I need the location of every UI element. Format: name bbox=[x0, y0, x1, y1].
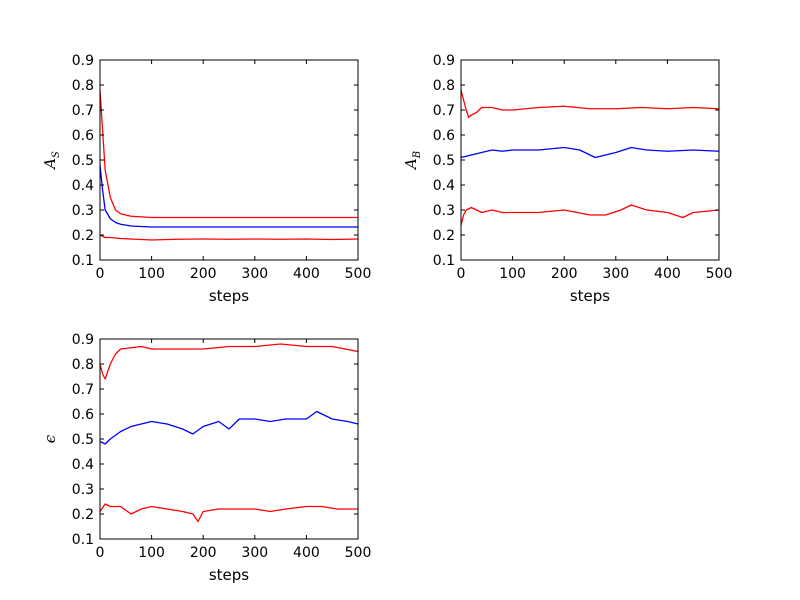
x-tick-label: 100 bbox=[499, 266, 526, 282]
x-tick-label: 300 bbox=[602, 266, 629, 282]
series-line-2 bbox=[460, 204, 720, 226]
x-tick-label: 300 bbox=[241, 545, 268, 561]
y-axis-label-main: A bbox=[402, 158, 420, 171]
axes-frame bbox=[460, 59, 720, 261]
axes-frame bbox=[99, 59, 359, 261]
y-tick-label: 0.1 bbox=[72, 532, 94, 548]
chart-panel-bottom-left: 0 100 200 300 400 500 0.1 0.2 0.3 0.4 0.5 0.6 0.7 0.8… bbox=[41, 332, 371, 584]
y-tick-label: 0.5 bbox=[433, 153, 455, 169]
chart-panel-top-right: 0 100 200 300 400 500 0.1 0.2 0.3 0.4 0.5 0.6 0.7 0.8… bbox=[402, 53, 732, 305]
x-tick-label: 0 bbox=[96, 266, 105, 282]
y-tick-label: 0.1 bbox=[72, 253, 94, 269]
x-tick-label: 200 bbox=[190, 266, 217, 282]
y-tick-label: 0.5 bbox=[72, 432, 94, 448]
y-tick-label: 0.4 bbox=[72, 457, 94, 473]
y-tick-label: 0.8 bbox=[72, 78, 94, 94]
y-tick-label: 0.2 bbox=[72, 507, 94, 523]
y-tick-label: 0.9 bbox=[433, 53, 455, 69]
chart-panel-top-left: 0 100 200 300 400 500 0.1 0.2 0.3 0.4 0.5 0.6 0.7 0.8… bbox=[41, 53, 371, 305]
x-tick-label: 500 bbox=[345, 545, 372, 561]
y-tick-label: 0.2 bbox=[433, 228, 455, 244]
y-axis-label: AS bbox=[41, 151, 62, 171]
y-axis-label: ϵ bbox=[41, 434, 59, 443]
x-axis-label: steps bbox=[209, 287, 249, 305]
series-line-2 bbox=[99, 503, 358, 523]
y-tick-label: 0.4 bbox=[433, 178, 455, 194]
x-tick-label: 100 bbox=[138, 266, 165, 282]
x-tick-label: 400 bbox=[293, 266, 320, 282]
y-tick-label: 0.5 bbox=[72, 153, 94, 169]
y-axis-label-main: ϵ bbox=[41, 434, 59, 443]
y-tick-label: 0.6 bbox=[433, 128, 455, 144]
y-tick-label: 0.6 bbox=[72, 407, 94, 423]
series-line-1 bbox=[99, 164, 358, 228]
y-tick-label: 0.3 bbox=[72, 482, 94, 498]
x-tick-label: 500 bbox=[706, 266, 733, 282]
series-line-2 bbox=[99, 234, 359, 241]
y-tick-label: 0.6 bbox=[72, 128, 94, 144]
y-tick-label: 0.8 bbox=[433, 78, 455, 94]
y-axis-label: AB bbox=[402, 151, 423, 171]
x-tick-label: 300 bbox=[241, 266, 268, 282]
x-tick-label: 100 bbox=[138, 545, 165, 561]
x-tick-label: 400 bbox=[293, 545, 320, 561]
series-line-1 bbox=[99, 410, 359, 445]
y-tick-label: 0.7 bbox=[433, 103, 455, 119]
y-tick-label: 0.3 bbox=[72, 203, 94, 219]
y-tick-label: 0.3 bbox=[433, 203, 455, 219]
x-tick-label: 0 bbox=[457, 266, 466, 282]
x-tick-label: 200 bbox=[551, 266, 578, 282]
y-axis-label-main: A bbox=[41, 158, 59, 171]
y-tick-label: 0.2 bbox=[72, 228, 94, 244]
series-line-0 bbox=[99, 343, 359, 380]
y-tick-label: 0.8 bbox=[72, 357, 94, 373]
x-tick-label: 0 bbox=[96, 545, 105, 561]
y-tick-label: 0.1 bbox=[433, 253, 455, 269]
x-axis-label: steps bbox=[570, 287, 610, 305]
x-tick-label: 200 bbox=[190, 545, 217, 561]
x-tick-label: 400 bbox=[654, 266, 681, 282]
x-tick-label: 500 bbox=[345, 266, 372, 282]
y-axis-label-sub: S bbox=[51, 151, 62, 158]
x-axis-label: steps bbox=[209, 566, 249, 584]
y-tick-label: 0.7 bbox=[72, 382, 94, 398]
y-tick-label: 0.7 bbox=[72, 103, 94, 119]
series-line-0 bbox=[99, 89, 358, 219]
y-tick-label: 0.4 bbox=[72, 178, 94, 194]
series-line-1 bbox=[460, 146, 720, 159]
y-axis-label-sub: B bbox=[412, 151, 423, 159]
y-tick-label: 0.9 bbox=[72, 53, 94, 69]
y-tick-label: 0.9 bbox=[72, 332, 94, 348]
series-line-0 bbox=[460, 89, 720, 119]
